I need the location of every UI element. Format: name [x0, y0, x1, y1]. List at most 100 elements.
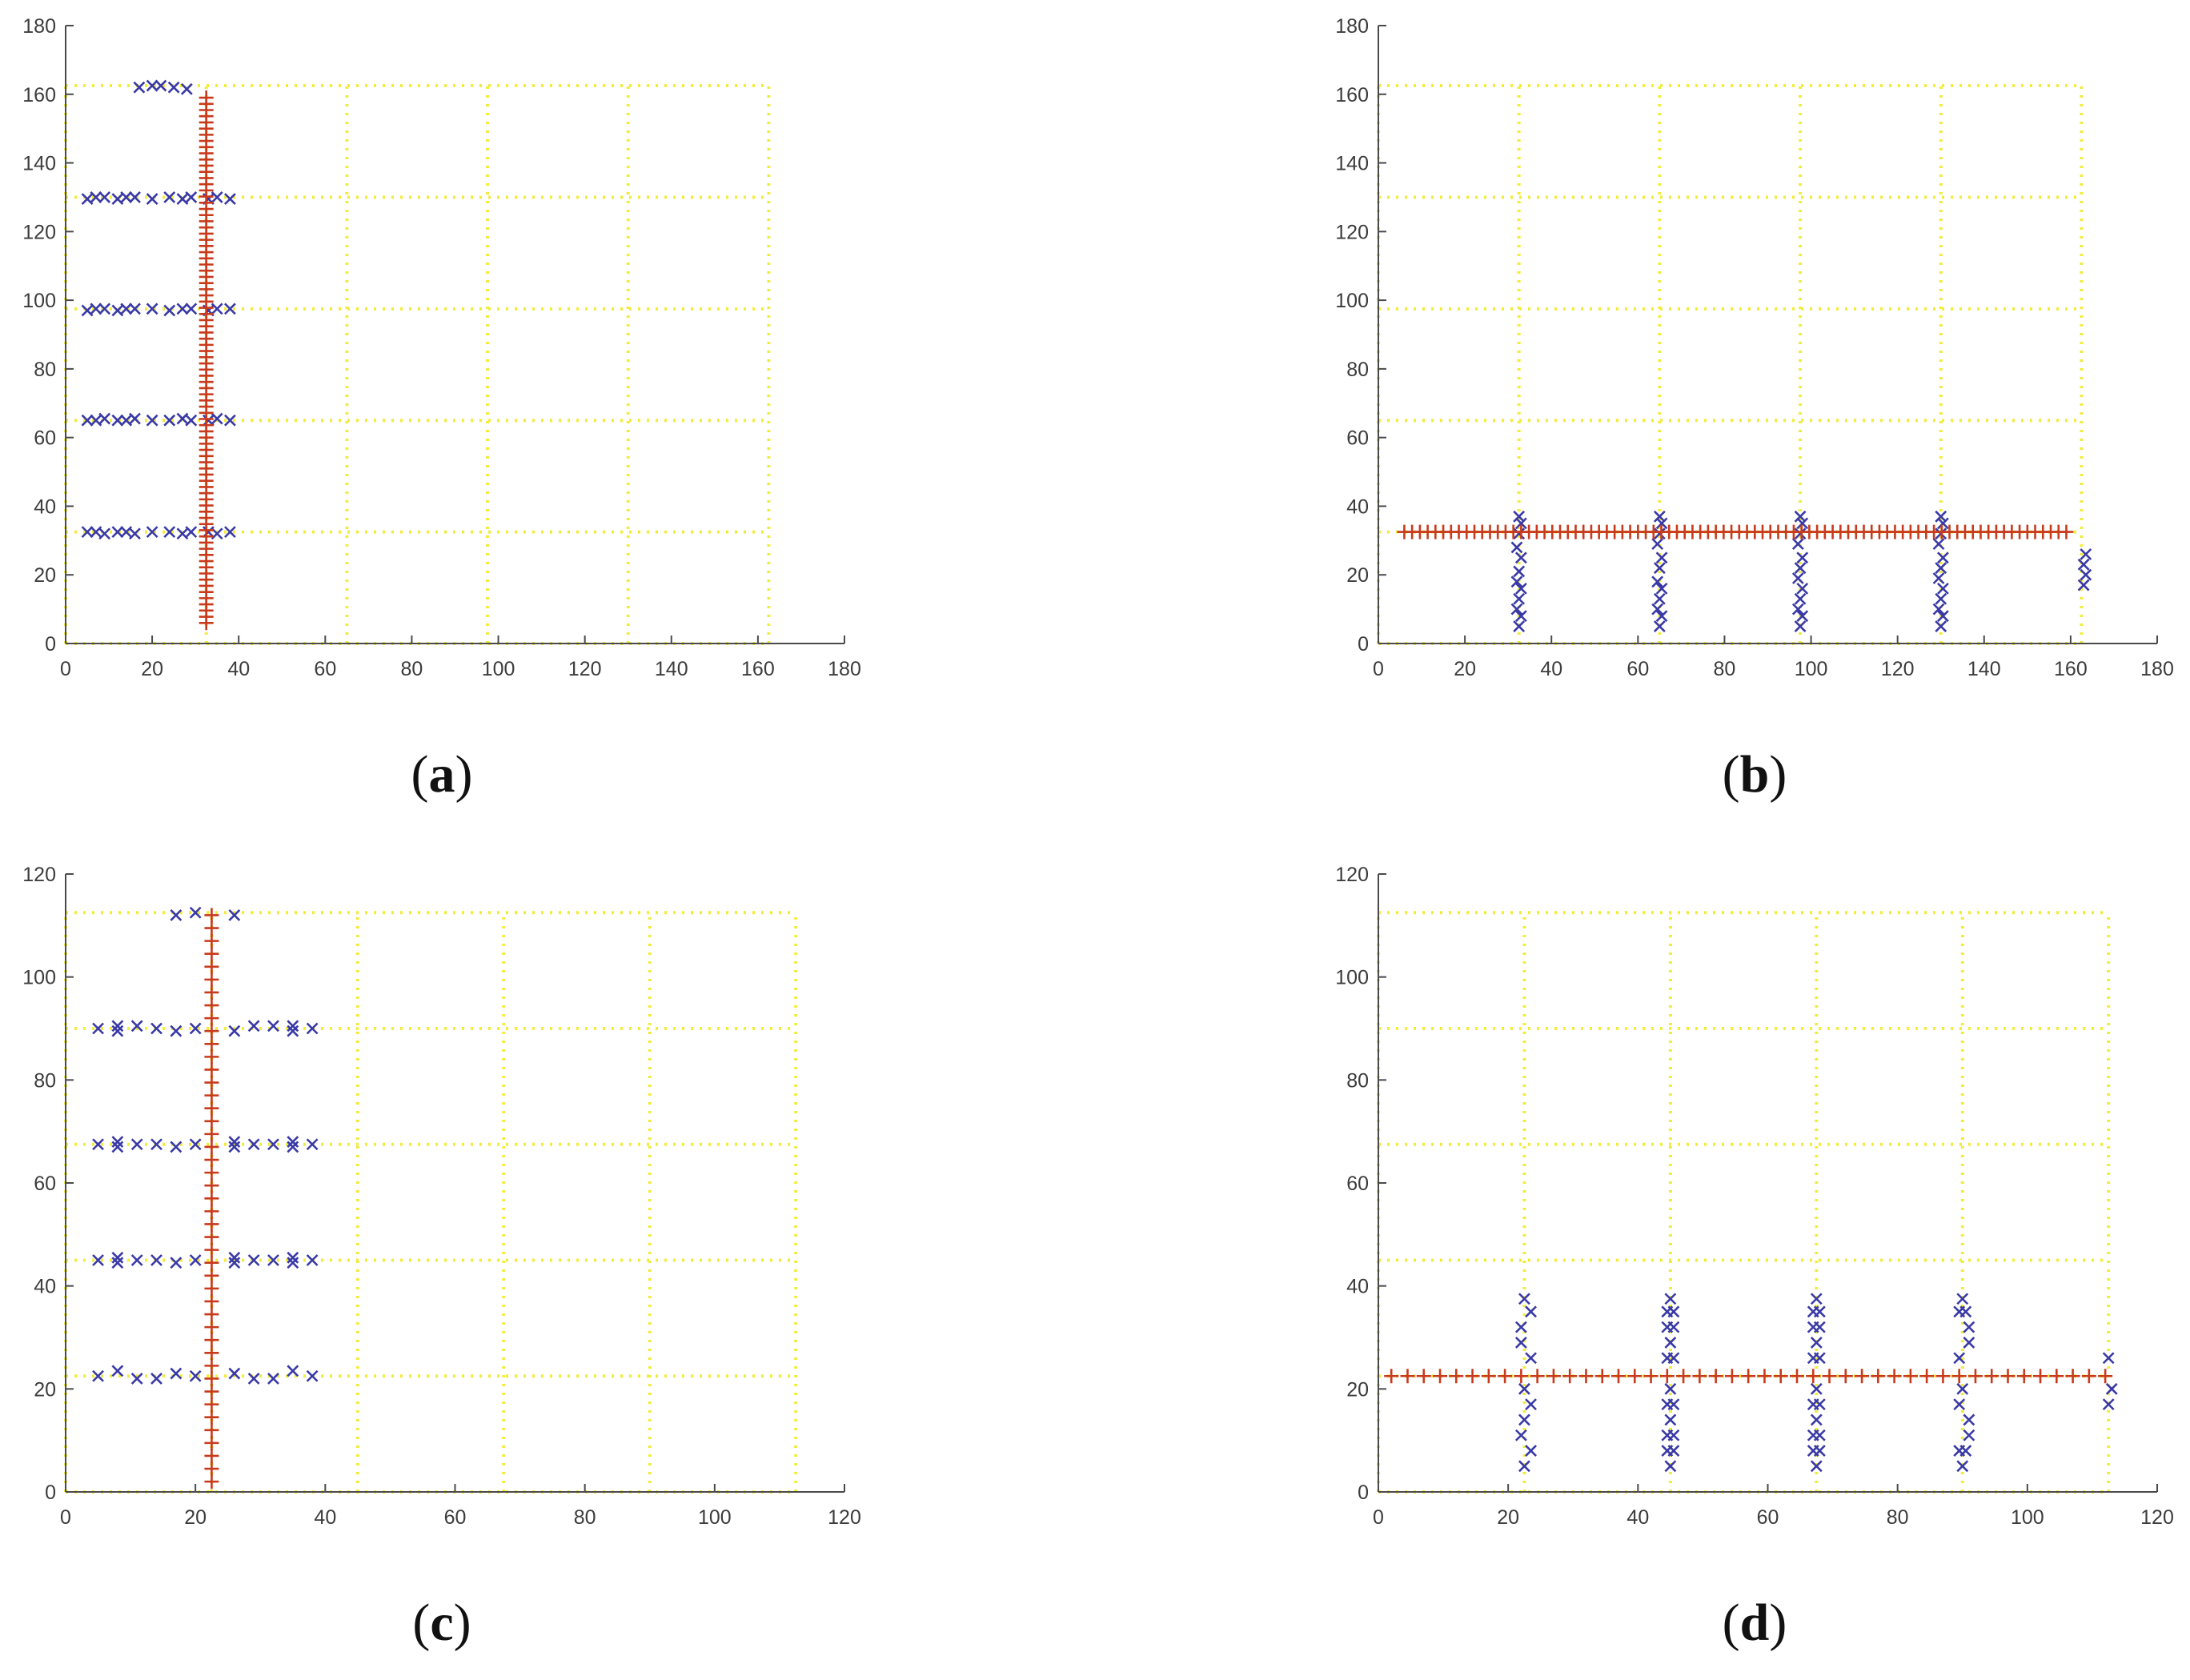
y-tick-label: 20 — [1346, 564, 1369, 587]
cross-marker — [1796, 582, 1809, 595]
plus-marker — [204, 1422, 219, 1437]
cross-marker — [150, 1254, 162, 1266]
plus-marker — [204, 1333, 219, 1348]
cross-marker — [267, 1138, 279, 1151]
plus-marker — [204, 1242, 219, 1257]
cross-marker — [176, 303, 189, 315]
y-tick-label: 100 — [22, 290, 56, 312]
cross-marker — [1959, 1445, 1972, 1457]
panel-letter-a: a — [428, 745, 455, 804]
grid-lines — [1377, 84, 2084, 645]
y-tick-label: 0 — [1358, 1482, 1369, 1504]
y-tick-label: 140 — [1335, 153, 1369, 175]
series-plus-markers — [1384, 1369, 2113, 1384]
cross-marker — [1953, 1352, 1966, 1365]
cross-marker — [170, 1141, 182, 1153]
cross-marker — [267, 1373, 279, 1385]
cross-marker — [287, 1136, 299, 1148]
panel-label-d: (d) — [1722, 1594, 1787, 1652]
cross-marker — [133, 81, 146, 94]
y-tick-label: 40 — [1346, 495, 1369, 518]
axes: 0 20 40 60 80 100 120 0 20 40 60 80 100 120 — [22, 864, 861, 1529]
cross-marker — [267, 1254, 279, 1266]
cross-marker — [1794, 620, 1807, 632]
plus-marker — [1384, 1369, 1399, 1384]
x-tick-label: 0 — [1373, 1506, 1384, 1529]
cross-marker — [189, 1369, 202, 1382]
cross-marker — [170, 909, 182, 921]
cross-marker — [189, 1254, 202, 1266]
x-tick-label: 60 — [314, 658, 336, 680]
cross-marker — [111, 1257, 124, 1269]
scatter-plot-c: 0 20 40 60 80 100 120 0 20 40 60 80 100 120 — [22, 864, 861, 1529]
cross-marker — [1664, 1460, 1677, 1473]
cross-marker — [90, 303, 102, 315]
y-tick-label: 20 — [1346, 1378, 1369, 1401]
plus-marker — [1887, 1369, 1902, 1384]
x-tick-label: 40 — [1540, 658, 1562, 680]
cross-marker — [1518, 1413, 1530, 1426]
cross-marker — [1813, 1429, 1826, 1441]
plus-marker — [204, 1435, 219, 1450]
cross-marker — [1514, 551, 1527, 564]
x-tick-label: 0 — [60, 658, 71, 680]
cross-marker — [306, 1254, 319, 1266]
cross-marker — [306, 1022, 319, 1035]
panel-letter-d: d — [1739, 1594, 1770, 1652]
plus-marker — [204, 1036, 219, 1052]
cross-marker — [1513, 527, 1526, 540]
cross-marker — [150, 1022, 162, 1035]
cross-marker — [306, 1369, 319, 1382]
plus-marker — [2033, 1369, 2048, 1384]
plus-marker — [1984, 1369, 1999, 1384]
cross-marker — [1667, 1321, 1680, 1333]
cross-marker — [1810, 1293, 1823, 1305]
cross-marker — [170, 1367, 182, 1380]
plus-marker — [204, 1358, 219, 1373]
plus-marker — [1627, 1369, 1642, 1384]
cross-marker — [1513, 620, 1526, 632]
plus-marker — [1578, 1369, 1594, 1384]
plus-marker — [204, 1217, 219, 1232]
cross-marker — [1510, 603, 1523, 615]
y-tick-label: 80 — [34, 1069, 56, 1092]
cross-marker — [1813, 1321, 1826, 1333]
cross-marker — [306, 1138, 319, 1151]
cross-marker — [81, 526, 94, 539]
cross-marker — [228, 1367, 241, 1380]
cross-marker — [1935, 562, 1947, 575]
plus-marker — [204, 1307, 219, 1322]
plus-marker — [204, 1088, 219, 1103]
plus-marker — [1838, 1369, 1853, 1384]
cross-marker — [1937, 582, 1949, 595]
cross-marker — [92, 1138, 104, 1151]
plus-marker — [2081, 1369, 2096, 1384]
cross-marker — [146, 526, 158, 539]
cross-marker — [111, 1024, 124, 1037]
cross-marker — [1510, 541, 1523, 554]
cross-marker — [129, 303, 141, 315]
cross-marker — [1513, 592, 1526, 605]
cross-marker — [1514, 582, 1527, 595]
plus-marker — [204, 1345, 219, 1361]
cross-marker — [1794, 510, 1807, 523]
plus-marker — [204, 933, 219, 948]
plus-marker — [1919, 1369, 1935, 1384]
plus-marker — [204, 1320, 219, 1335]
plus-marker — [1757, 1369, 1772, 1384]
y-tick-label: 40 — [34, 1276, 56, 1298]
cross-marker — [2102, 1398, 2115, 1411]
x-tick-label: 120 — [2140, 1506, 2174, 1529]
cross-marker — [185, 303, 198, 315]
cross-marker — [211, 412, 223, 425]
y-tick-label: 60 — [1346, 427, 1369, 450]
y-tick-label: 40 — [1346, 1276, 1369, 1298]
plus-marker — [2059, 524, 2074, 539]
plus-marker — [1951, 1369, 1967, 1384]
plus-marker — [204, 1255, 219, 1270]
y-tick-label: 100 — [22, 967, 56, 989]
cross-marker — [111, 414, 124, 427]
cross-marker — [287, 1141, 299, 1153]
plus-marker — [204, 1101, 219, 1116]
series-x-markers — [1510, 510, 2092, 632]
